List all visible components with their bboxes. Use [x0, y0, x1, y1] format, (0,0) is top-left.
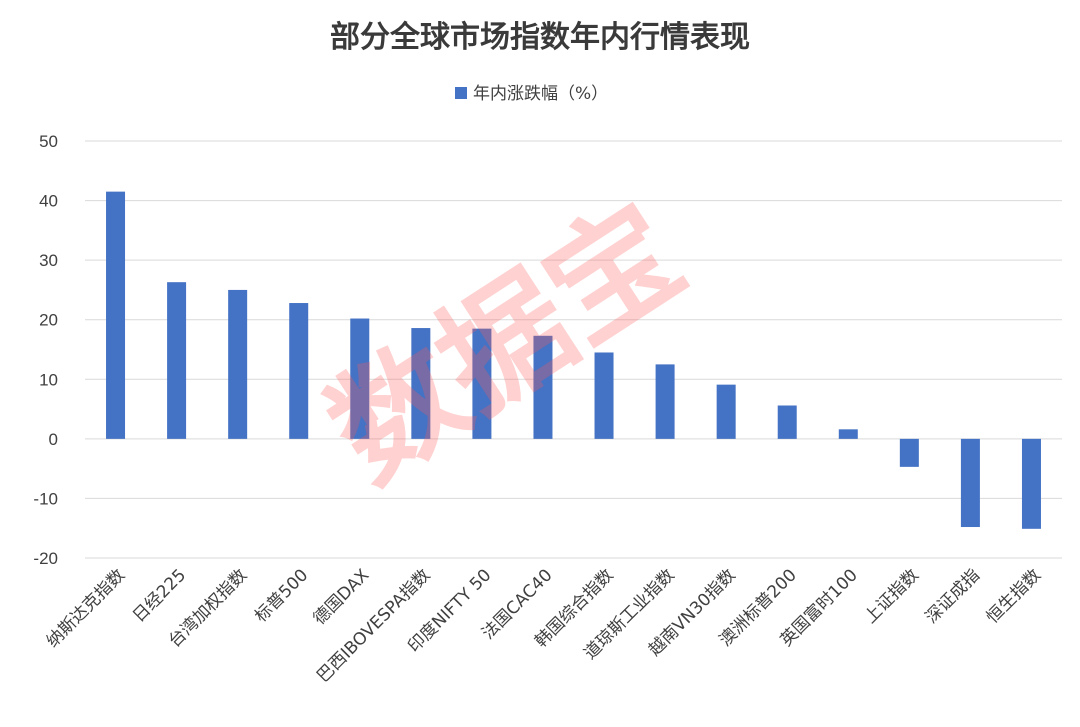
- y-tick-label: -20: [33, 549, 58, 568]
- bar: [594, 352, 614, 439]
- y-tick-label: 0: [49, 430, 58, 449]
- x-tick-label: 巴西IBOVESPA指数: [313, 565, 434, 686]
- x-tick-label: 恒生指数: [983, 565, 1045, 627]
- bar: [716, 384, 736, 439]
- x-tick-label: 日经225: [129, 565, 190, 626]
- bar: [167, 282, 187, 439]
- y-axis-ticks: 50 40 30 20 10 0 -10 -20: [33, 132, 58, 568]
- legend: 年内涨跌幅（%）: [455, 84, 608, 104]
- bar: [838, 429, 858, 439]
- bars: [106, 191, 1041, 529]
- bar: [533, 335, 553, 439]
- bar: [350, 318, 370, 439]
- y-tick-label: -10: [33, 489, 58, 508]
- x-tick-label: 德国DAX: [310, 565, 374, 629]
- bar: [1021, 438, 1041, 529]
- y-tick-label: 30: [39, 251, 58, 270]
- bar: [960, 438, 980, 528]
- x-tick-label: 标普500: [251, 565, 312, 626]
- bar: [899, 438, 919, 467]
- x-tick-label: 上证指数: [861, 565, 923, 627]
- bar: [655, 364, 675, 439]
- y-tick-label: 20: [39, 311, 58, 330]
- bar: [106, 191, 126, 439]
- x-tick-label: 纳斯达克指数: [43, 565, 129, 651]
- legend-swatch: [455, 87, 467, 99]
- bar: [289, 303, 309, 439]
- y-tick-label: 40: [39, 192, 58, 211]
- y-tick-label: 50: [39, 132, 58, 151]
- bar: [777, 405, 797, 439]
- legend-label: 年内涨跌幅（%）: [473, 84, 608, 104]
- bar: [411, 328, 431, 439]
- x-tick-label: 深证成指: [922, 565, 984, 627]
- gridlines: [85, 140, 1062, 559]
- bar: [228, 289, 248, 439]
- y-tick-label: 10: [39, 370, 58, 389]
- bar: [472, 328, 492, 439]
- chart-title: 部分全球市场指数年内行情表现: [330, 20, 750, 55]
